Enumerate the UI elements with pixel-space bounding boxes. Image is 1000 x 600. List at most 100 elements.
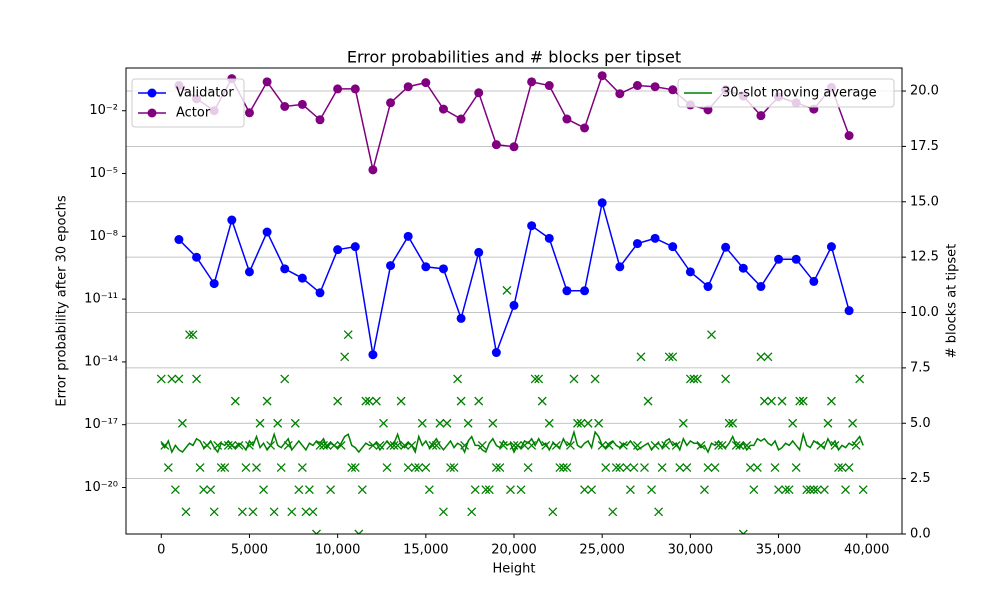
point (714, 440, 724, 450)
point (509, 300, 519, 310)
point (618, 440, 628, 450)
point (689, 374, 699, 384)
point (237, 507, 247, 517)
point (608, 507, 618, 517)
point (241, 463, 251, 473)
x-tick-label: 5,000 (231, 543, 268, 558)
plot-area (156, 71, 868, 534)
point (174, 235, 184, 245)
point (703, 105, 713, 115)
point (304, 485, 314, 495)
point (565, 440, 575, 450)
point (802, 485, 812, 495)
point (368, 350, 378, 360)
point (523, 463, 533, 473)
point (537, 396, 547, 406)
point (386, 261, 396, 271)
legend-box (131, 78, 245, 128)
legend-label: Actor (176, 106, 211, 121)
point (477, 440, 487, 450)
point (495, 463, 505, 473)
x-tick-label: 30,000 (668, 543, 714, 558)
y-tick-label: 10⁻¹⁴ (84, 354, 118, 369)
x-tick-label: 15,000 (403, 543, 449, 558)
point (474, 88, 484, 98)
point (470, 485, 480, 495)
point (364, 396, 374, 406)
point (375, 440, 385, 450)
y2-tick-label: 15.0 (910, 194, 939, 209)
point (227, 215, 237, 225)
point (657, 463, 667, 473)
point (682, 463, 692, 473)
point (223, 440, 233, 450)
point (244, 267, 254, 277)
plot-frame (125, 67, 903, 535)
point (417, 418, 427, 428)
point (805, 485, 815, 495)
point (696, 440, 706, 450)
x-tick-label: 10,000 (315, 543, 361, 558)
y-axis-label: Error probability after 30 epochs (55, 195, 70, 406)
y-tick-label: 10⁻¹⁷ (84, 417, 118, 432)
point (156, 374, 166, 384)
point (601, 463, 611, 473)
point (622, 463, 632, 473)
point (640, 463, 649, 473)
point (527, 221, 537, 231)
point (587, 485, 597, 495)
point (788, 418, 798, 428)
point (759, 396, 769, 406)
point (340, 352, 350, 362)
point (791, 463, 801, 473)
point (308, 507, 318, 517)
point (544, 418, 554, 428)
point (333, 245, 343, 255)
point (350, 463, 360, 473)
point (424, 485, 434, 495)
point (456, 396, 466, 406)
point (280, 264, 290, 274)
point (580, 485, 590, 495)
x-tick-label: 35,000 (756, 543, 802, 558)
point (756, 352, 766, 362)
point (463, 418, 473, 428)
point (597, 198, 607, 208)
y2-tick-label: 0.0 (910, 527, 931, 542)
point (474, 247, 484, 257)
point (252, 463, 261, 473)
point (400, 440, 410, 450)
point (604, 440, 614, 450)
point (774, 485, 784, 495)
y2-tick-label: 10.0 (910, 305, 939, 320)
y2-tick-label: 7.5 (910, 360, 931, 375)
point (446, 463, 455, 473)
point (735, 440, 745, 450)
point (745, 463, 755, 473)
point (343, 330, 353, 340)
point (678, 418, 688, 428)
point (244, 108, 254, 118)
point (625, 485, 635, 495)
point (668, 85, 678, 95)
point (685, 267, 695, 277)
legend-label: 30-slot moving average (722, 86, 877, 101)
point (576, 418, 586, 428)
point (583, 418, 593, 428)
point (333, 396, 343, 406)
point (438, 264, 448, 274)
point (692, 374, 702, 384)
point (837, 463, 847, 473)
point (562, 286, 572, 296)
point (188, 330, 198, 340)
point (756, 111, 766, 121)
point (371, 396, 381, 406)
point (756, 282, 766, 292)
point (491, 140, 501, 150)
point (823, 418, 833, 428)
point (428, 440, 438, 450)
y-tick-label: 10⁻²⁰ (84, 480, 118, 495)
x-tick-label: 0 (157, 543, 165, 558)
point (809, 485, 819, 495)
point (255, 418, 265, 428)
